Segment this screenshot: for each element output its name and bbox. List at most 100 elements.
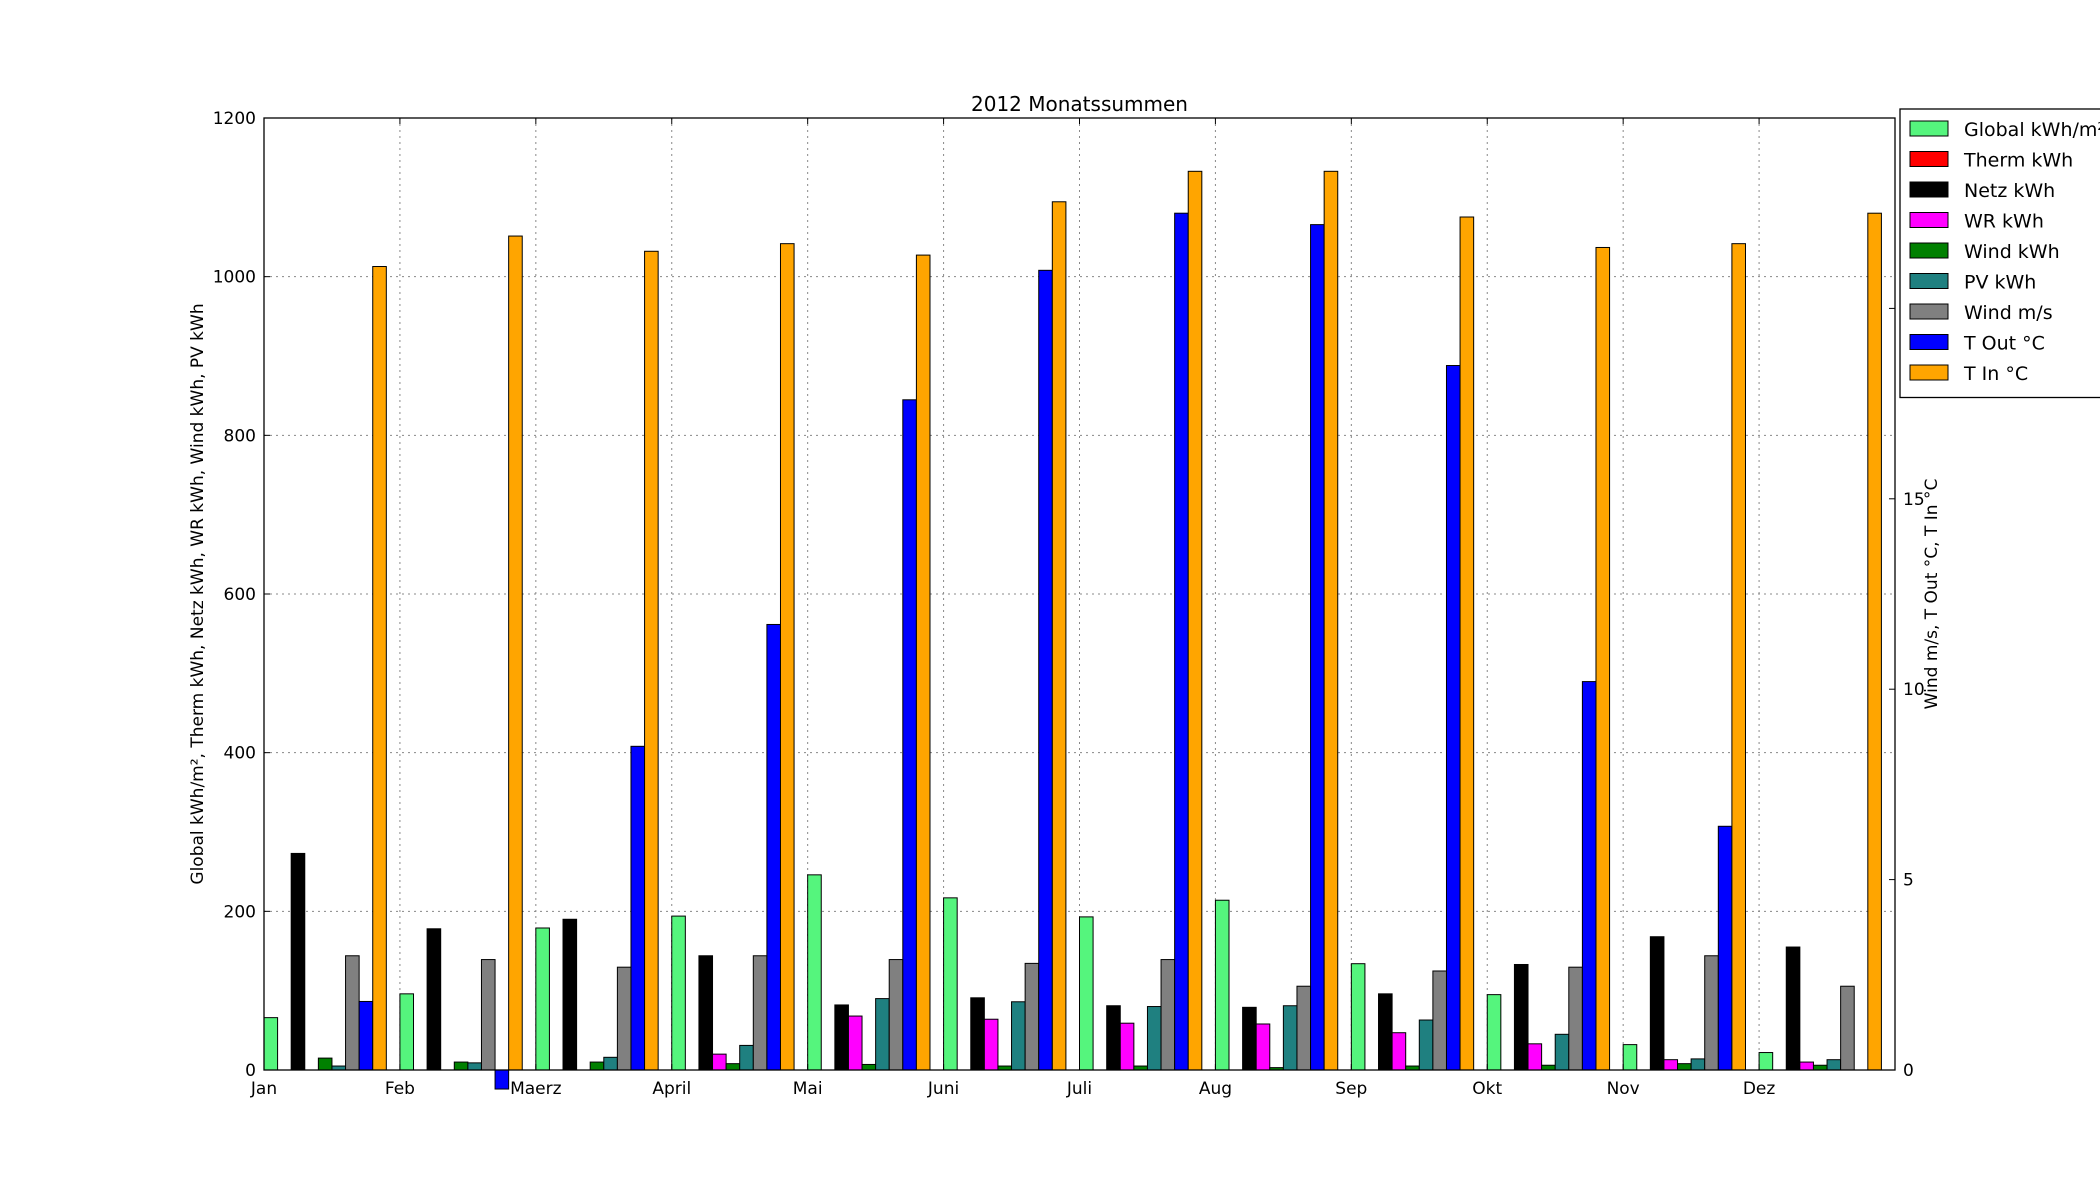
bar-7-dez xyxy=(1840,985,1855,1071)
bar-9-juni xyxy=(1051,201,1067,1071)
y-tick-label-left: 1000 xyxy=(213,268,256,288)
x-tick-label: Juni xyxy=(927,1079,959,1099)
bar-8-mai xyxy=(902,399,917,1071)
legend-label: Therm kWh xyxy=(1963,150,2073,172)
legend-swatch xyxy=(1909,242,1949,259)
x-tick-label: Juli xyxy=(1066,1079,1092,1099)
bar-3-aug xyxy=(1242,1006,1257,1071)
bar-1-okt xyxy=(1486,994,1502,1071)
bar-6-april xyxy=(739,1044,754,1071)
bar-1-feb xyxy=(399,993,415,1071)
y-tick-label-left: 800 xyxy=(224,426,256,446)
bar-4-juli xyxy=(1119,1022,1135,1071)
bar-6-maerz xyxy=(603,1056,618,1071)
legend: Global kWh/m² Therm kWh Netz kWh WR kWh Wind… xyxy=(1899,108,2100,399)
bar-4-okt xyxy=(1527,1043,1543,1071)
bar-9-april xyxy=(779,243,795,1071)
bar-7-juli xyxy=(1160,959,1176,1071)
bar-3-sep xyxy=(1378,993,1393,1071)
bar-1-juni xyxy=(943,897,958,1071)
bar-9-juli xyxy=(1187,170,1203,1071)
chart-title: 2012 Monatssummen xyxy=(971,92,1188,116)
x-tick-label: Mai xyxy=(793,1079,823,1099)
bar-1-nov xyxy=(1622,1044,1638,1071)
bar-9-mai xyxy=(915,254,931,1071)
legend-label: T In °C xyxy=(1963,363,2028,385)
bar-5-dez xyxy=(1812,1064,1828,1071)
bar-9-feb xyxy=(508,235,523,1071)
y-tick-label-left: 400 xyxy=(224,744,256,764)
y-tick-label-left: 600 xyxy=(224,585,256,605)
bar-8-jan xyxy=(358,1000,374,1071)
bar-5-jan xyxy=(317,1057,333,1071)
bar-9-sep xyxy=(1459,216,1475,1071)
legend-label: Global kWh/m² xyxy=(1964,119,2100,141)
bar-3-mai xyxy=(834,1004,849,1071)
y-axis-label-right: Wind m/s, T Out °C, T In °C xyxy=(1922,479,1942,710)
bar-8-maerz xyxy=(630,745,646,1071)
y-axis-label-left: Global kWh/m², Therm kWh, Netz kWh, WR k… xyxy=(188,303,208,884)
bar-3-maerz xyxy=(562,918,578,1071)
bar-4-juni xyxy=(983,1018,999,1071)
bar-4-sep xyxy=(1391,1032,1407,1071)
bar-7-april xyxy=(752,955,768,1071)
x-tick-label: Jan xyxy=(250,1079,277,1099)
bar-1-jan xyxy=(263,1017,279,1071)
bar-7-jan xyxy=(345,955,360,1071)
bar-7-okt xyxy=(1568,966,1583,1071)
bars xyxy=(263,170,1882,1090)
bar-7-feb xyxy=(480,959,496,1071)
bar-7-maerz xyxy=(616,966,632,1071)
legend-label: Wind kWh xyxy=(1964,241,2060,263)
bar-1-sep xyxy=(1350,963,1366,1071)
bar-6-feb xyxy=(467,1062,482,1071)
legend-swatch xyxy=(1909,212,1949,228)
legend-swatch xyxy=(1909,273,1949,289)
bar-8-juni xyxy=(1038,269,1053,1071)
x-tick-label: Dez xyxy=(1743,1079,1776,1099)
legend-swatch xyxy=(1909,120,1949,137)
bar-1-maerz xyxy=(535,927,550,1071)
bar-7-mai xyxy=(888,959,904,1071)
bar-4-aug xyxy=(1255,1023,1271,1071)
bar-1-juli xyxy=(1079,916,1094,1071)
bar-9-maerz xyxy=(644,250,659,1071)
bar-5-feb xyxy=(453,1061,469,1071)
bar-6-mai xyxy=(875,998,890,1071)
bar-3-dez xyxy=(1785,946,1801,1071)
bar-3-jan xyxy=(290,852,306,1071)
y-tick-label-right: 15 xyxy=(1903,490,1925,510)
bar-4-april xyxy=(712,1053,727,1071)
bar-5-nov xyxy=(1677,1063,1692,1071)
bar-1-aug xyxy=(1214,899,1230,1071)
bar-4-dez xyxy=(1799,1061,1814,1071)
legend-label: PV kWh xyxy=(1964,272,2036,294)
bar-4-nov xyxy=(1663,1059,1679,1071)
x-tick-label: Nov xyxy=(1607,1079,1640,1099)
bar-6-dez xyxy=(1826,1059,1842,1071)
bar-1-dez xyxy=(1758,1052,1774,1071)
bar-9-nov xyxy=(1731,243,1746,1071)
x-tick-label: Aug xyxy=(1199,1079,1232,1099)
bar-8-aug xyxy=(1310,224,1325,1071)
x-tick-label: Feb xyxy=(385,1079,415,1099)
y-tick-label-left: 1200 xyxy=(213,109,256,129)
bar-9-aug xyxy=(1323,170,1339,1071)
bar-3-feb xyxy=(426,928,442,1071)
bar-8-nov xyxy=(1717,825,1733,1071)
x-tick-label: Sep xyxy=(1335,1079,1367,1099)
bar-5-mai xyxy=(861,1063,877,1071)
legend-label: WR kWh xyxy=(1964,211,2044,233)
bar-7-nov xyxy=(1704,955,1719,1071)
bar-7-aug xyxy=(1296,985,1312,1071)
bar-5-april xyxy=(725,1063,741,1071)
bar-8-juli xyxy=(1174,212,1189,1071)
bar-9-okt xyxy=(1595,246,1611,1071)
bar-7-juni xyxy=(1024,962,1040,1071)
x-tick-label: April xyxy=(652,1079,691,1099)
bar-3-nov xyxy=(1649,936,1665,1071)
bar-9-dez xyxy=(1867,212,1882,1071)
x-tick-label: Okt xyxy=(1472,1079,1502,1099)
y-tick-label-right: 5 xyxy=(1903,871,1914,891)
y-tick-label-left: 200 xyxy=(224,902,256,922)
